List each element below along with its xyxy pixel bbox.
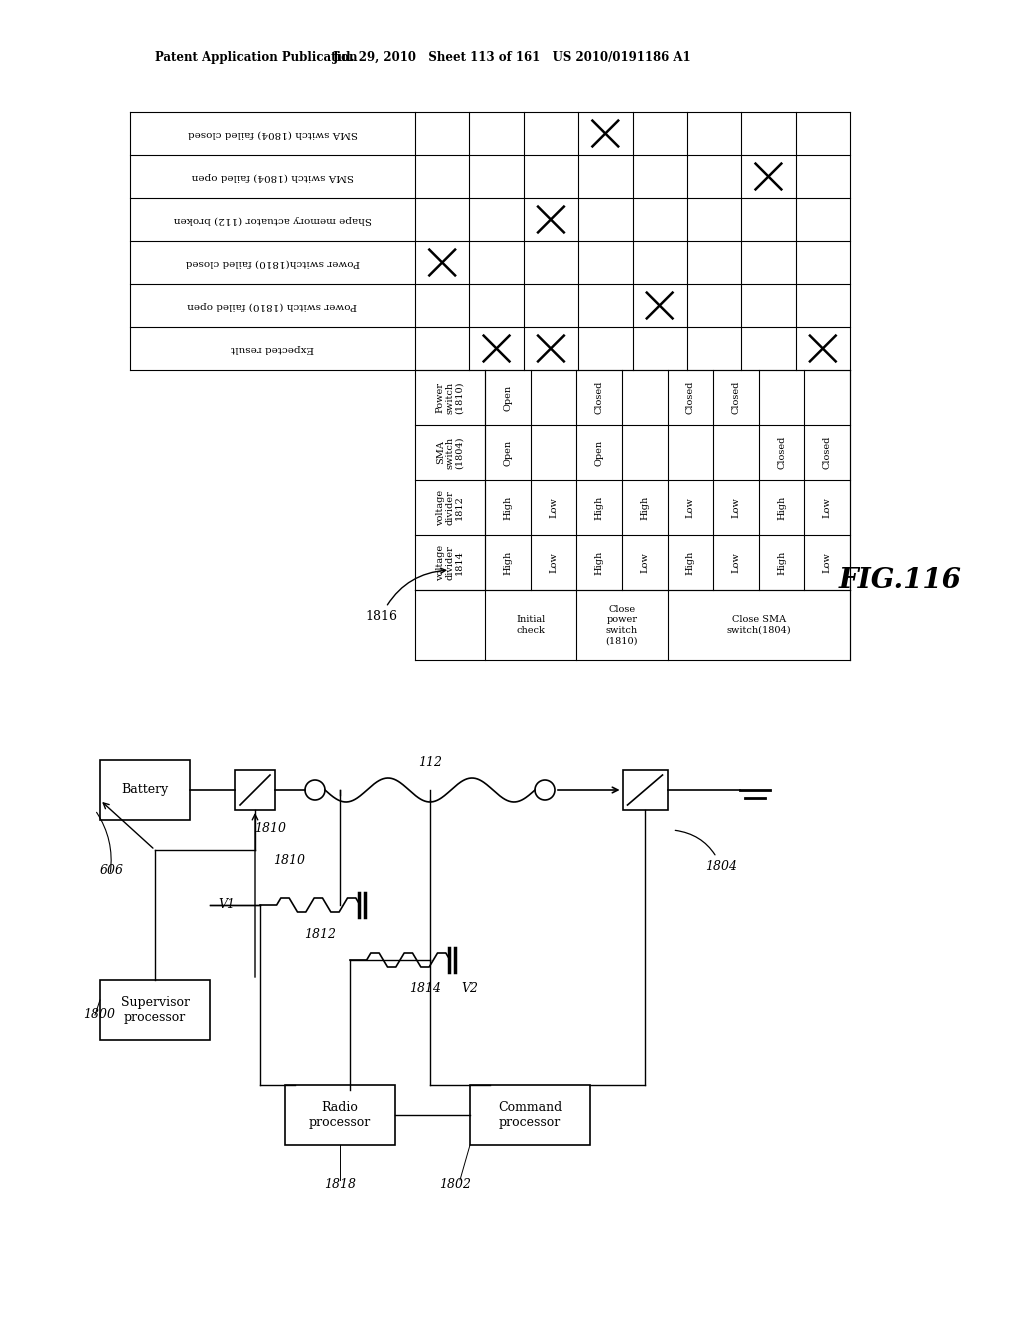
Text: SMA switch (1804) failed open: SMA switch (1804) failed open [191,172,353,181]
Text: 112: 112 [418,755,442,768]
Text: Closed: Closed [822,436,831,469]
Text: SMA
switch
(1804): SMA switch (1804) [436,436,464,469]
Bar [100,760,190,820]
Text: 1804: 1804 [675,830,737,873]
Bar [623,770,668,810]
Text: FIG.116: FIG.116 [839,566,962,594]
Text: Patent Application Publication: Patent Application Publication [155,50,357,63]
Text: Closed: Closed [777,436,786,469]
Text: Low: Low [686,498,695,517]
Text: 1818: 1818 [324,1179,356,1192]
Text: 606: 606 [100,863,124,876]
Text: SMA switch (1804) failed closed: SMA switch (1804) failed closed [187,129,357,139]
Text: Low: Low [549,498,558,517]
Text: voltage
divider
1812: voltage divider 1812 [436,490,464,525]
Text: 1816: 1816 [365,568,445,623]
Text: Power
switch
(1810): Power switch (1810) [436,381,464,413]
Text: Jul. 29, 2010   Sheet 113 of 161   US 2010/0191186 A1: Jul. 29, 2010 Sheet 113 of 161 US 2010/0… [333,50,691,63]
Text: V2: V2 [462,982,478,994]
Text: Battery: Battery [122,784,169,796]
Bar [470,1085,590,1144]
Text: Closed: Closed [686,380,695,414]
Text: High: High [777,550,786,574]
Text: Open: Open [504,384,512,411]
Bar [100,979,210,1040]
Text: voltage
divider
1814: voltage divider 1814 [436,544,464,581]
Text: Close
power
switch
(1810): Close power switch (1810) [605,605,638,645]
Text: 1814: 1814 [409,982,441,994]
Text: 1810: 1810 [254,821,286,834]
Text: Low: Low [822,552,831,573]
Text: Low: Low [731,498,740,517]
Text: 1802: 1802 [439,1179,471,1192]
Text: Power switch(1810) failed closed: Power switch(1810) failed closed [185,257,359,267]
Text: High: High [595,495,603,520]
Text: Radio
processor: Radio processor [309,1101,371,1129]
Text: Supervisor
processor: Supervisor processor [121,997,189,1024]
Text: Closed: Closed [731,380,740,414]
Text: Shape memory actuator (112) broken: Shape memory actuator (112) broken [173,215,372,224]
Bar [285,1085,395,1144]
Text: Closed: Closed [595,380,603,414]
Text: High: High [640,495,649,520]
Text: Expected result: Expected result [231,345,314,352]
Text: Open: Open [504,440,512,466]
Text: Low: Low [640,552,649,573]
Text: Close SMA
switch(1804): Close SMA switch(1804) [726,615,792,635]
Text: V1: V1 [218,899,234,912]
Text: High: High [686,550,695,574]
Text: 1800: 1800 [83,1008,115,1022]
Text: Initial
check: Initial check [516,615,545,635]
Bar [234,770,275,810]
Text: High: High [504,550,512,574]
Text: Power switch (1810) failed open: Power switch (1810) failed open [187,301,357,310]
Text: Low: Low [822,498,831,517]
Text: Low: Low [549,552,558,573]
Text: High: High [777,495,786,520]
Text: 1810: 1810 [273,854,305,866]
Text: Command
processor: Command processor [498,1101,562,1129]
Text: Low: Low [731,552,740,573]
Text: Open: Open [595,440,603,466]
Text: High: High [595,550,603,574]
Text: 1812: 1812 [304,928,336,941]
Text: High: High [504,495,512,520]
